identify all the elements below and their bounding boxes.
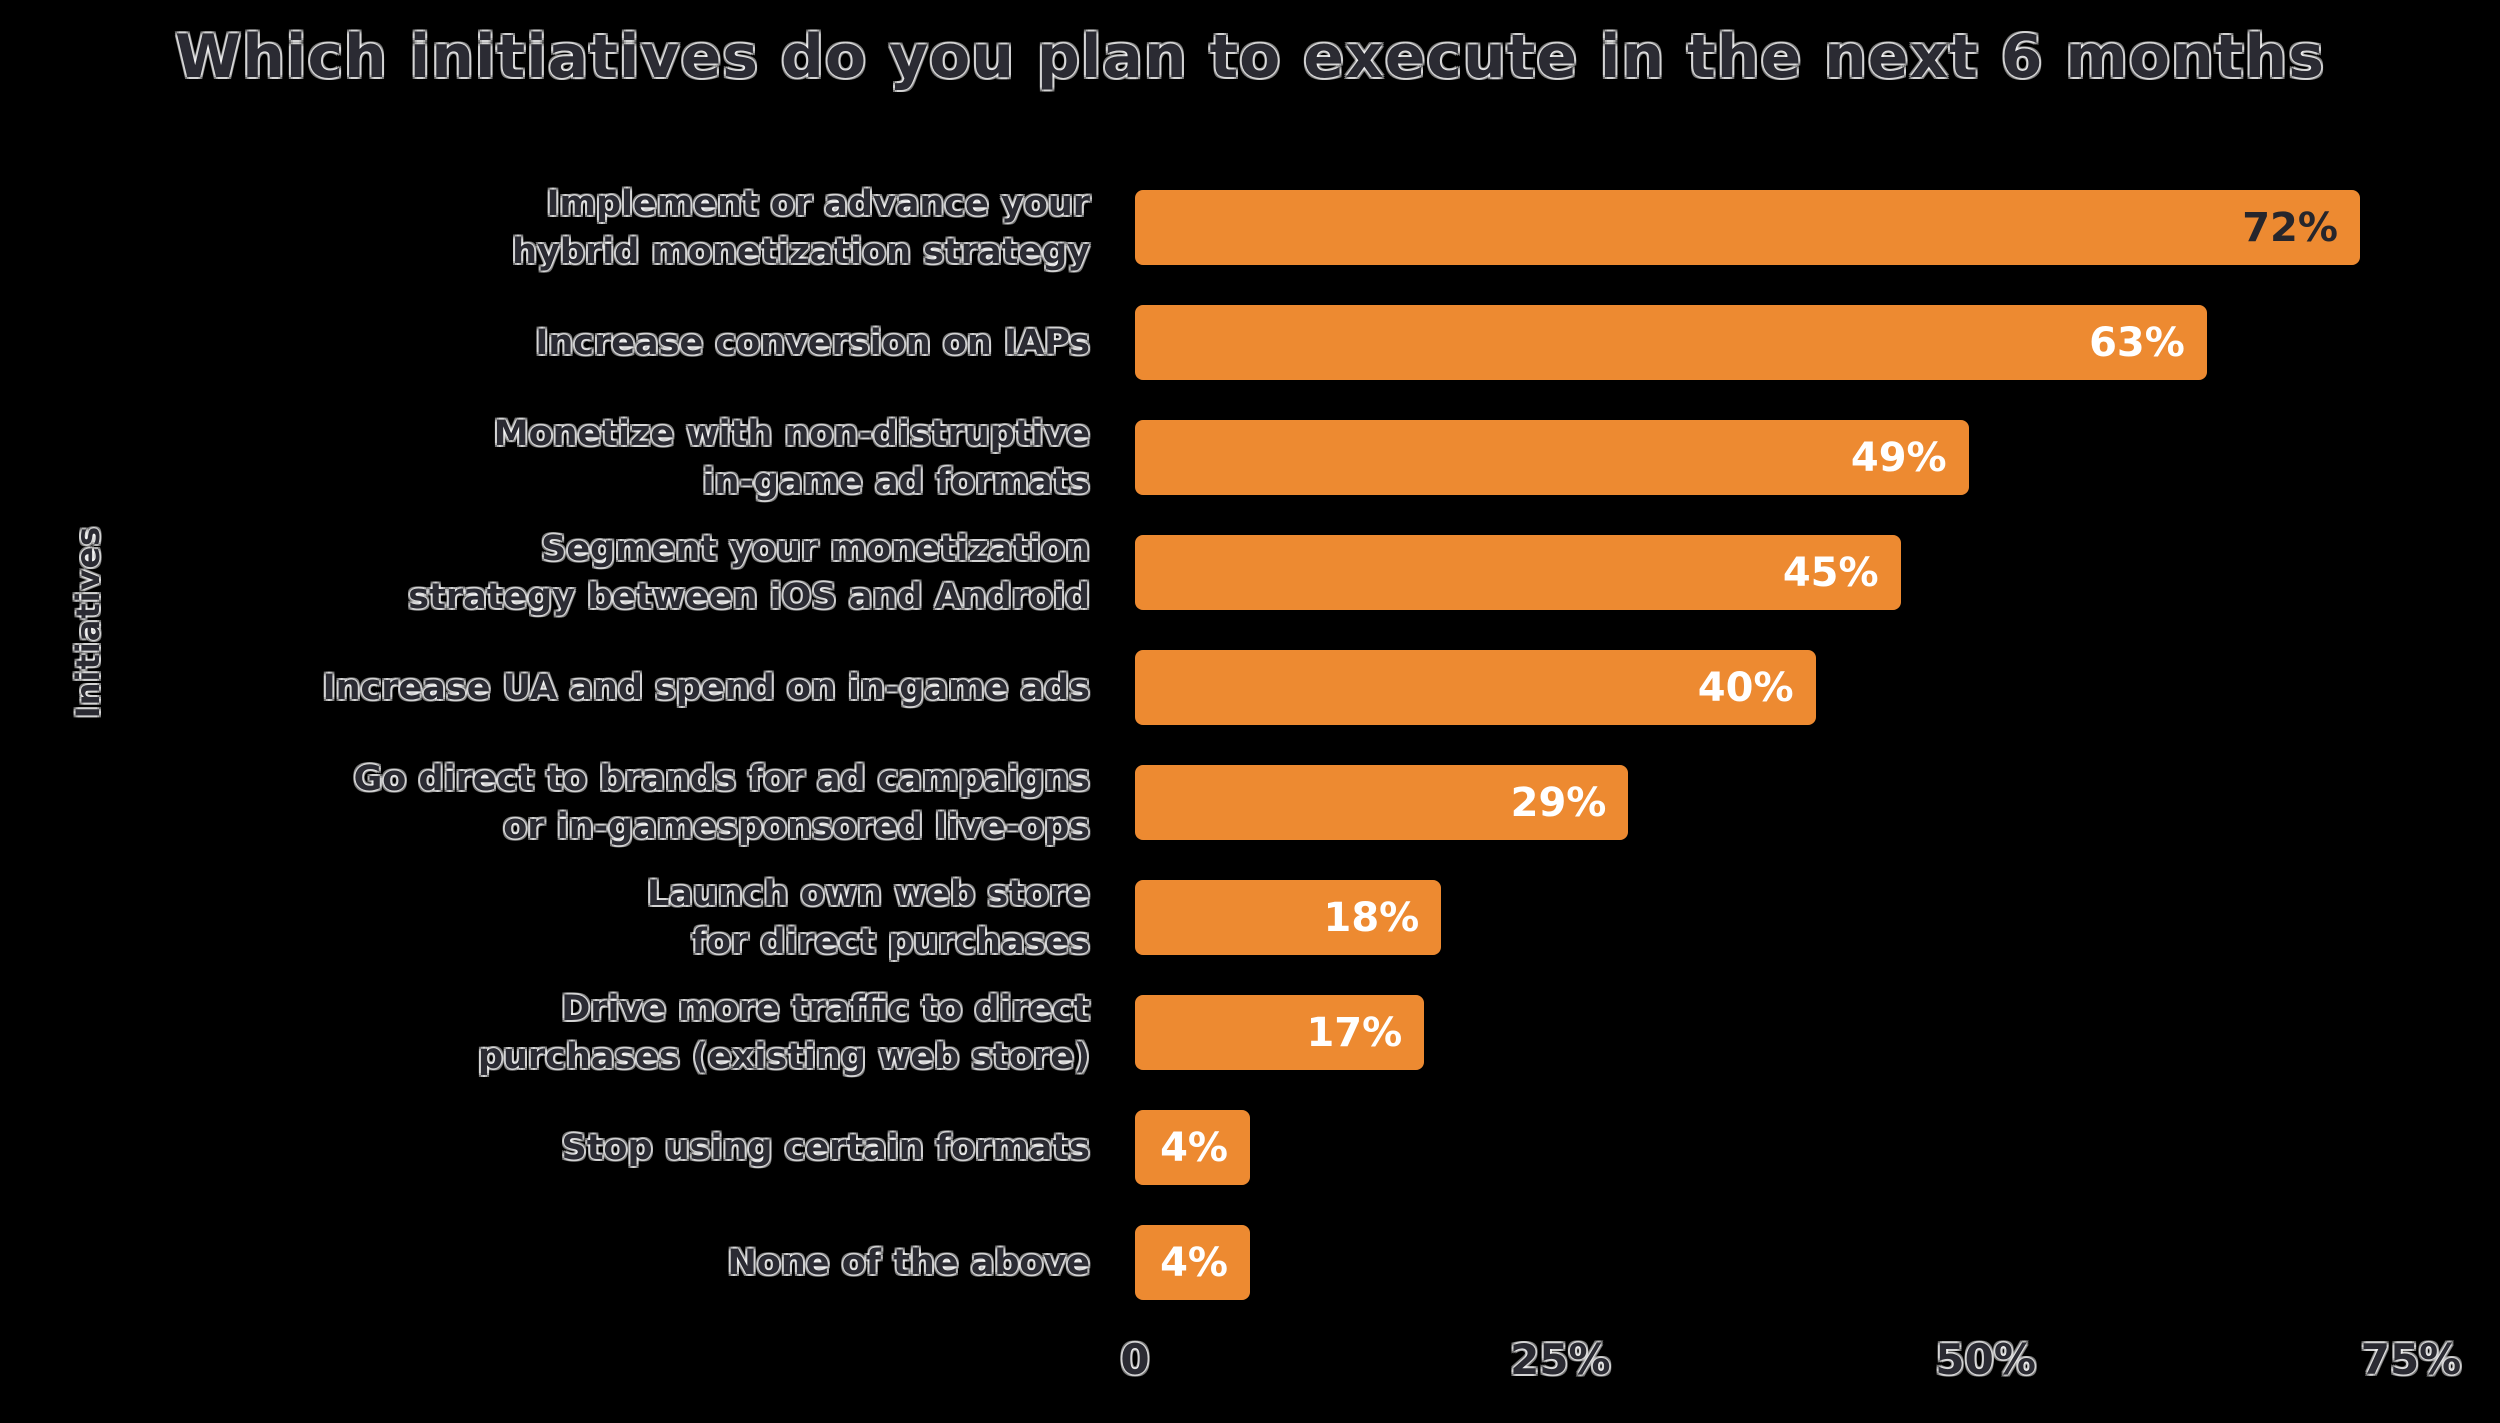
chart-title: Which initiatives do you plan to execute… (175, 22, 2325, 92)
bar: 4% (1135, 1225, 1250, 1300)
bar-row: Monetize with non-distruptive in-game ad … (0, 414, 2411, 502)
value-label: 49% (1850, 434, 1947, 481)
value-label: 17% (1306, 1009, 1403, 1056)
bar-track: 17% (1135, 995, 2411, 1070)
category-label: Go direct to brands for ad campaigns or i… (353, 758, 1090, 847)
category-label: Stop using certain formats (561, 1127, 1090, 1168)
bar-track: 4% (1135, 1225, 2411, 1300)
bar-row: Segment your monetization strategy betwee… (0, 529, 2411, 617)
bar-row: Implement or advance your hybrid monetiza… (0, 184, 2411, 272)
bar: 72% (1135, 190, 2360, 265)
bar: 4% (1135, 1110, 1250, 1185)
x-tick-label: 0 (1120, 1335, 1150, 1384)
category-label: Implement or advance your hybrid monetiza… (512, 183, 1090, 272)
value-label: 45% (1782, 549, 1879, 596)
category-label: Increase UA and spend on in-game ads (322, 667, 1090, 708)
value-label: 63% (2089, 319, 2185, 366)
value-label: 40% (1697, 664, 1794, 711)
bar-track: 40% (1135, 650, 2411, 725)
bar: 45% (1135, 535, 1901, 610)
category-label: Drive more traffic to direct purchases (e… (477, 988, 1090, 1077)
bar-track: 29% (1135, 765, 2411, 840)
value-label: 4% (1160, 1239, 1228, 1286)
value-label: 18% (1323, 894, 1420, 941)
bar-rows: Implement or advance your hybrid monetiza… (0, 184, 2411, 1300)
x-tick-label: 25% (1510, 1335, 1611, 1384)
category-label: Launch own web store for direct purchases (646, 873, 1090, 962)
category-label: Monetize with non-distruptive in-game ad … (493, 413, 1090, 502)
category-label: None of the above (727, 1242, 1090, 1283)
bar: 18% (1135, 880, 1442, 955)
category-label: Segment your monetization strategy betwee… (408, 528, 1090, 617)
x-axis: 0 25% 50% 75% (1120, 1335, 2461, 1395)
bar: 49% (1135, 420, 1969, 495)
bar-track: 63% (1135, 305, 2411, 380)
bar-track: 45% (1135, 535, 2411, 610)
bar-row: Increase conversion on IAPs 63% (0, 305, 2411, 380)
value-label: 4% (1160, 1124, 1228, 1171)
x-tick-label: 75% (2360, 1335, 2462, 1384)
x-tick-label: 50% (1935, 1335, 2036, 1384)
bar-row: None of the above 4% (0, 1225, 2411, 1300)
bar: 17% (1135, 995, 1425, 1070)
bar-row: Go direct to brands for ad campaigns or i… (0, 759, 2411, 847)
value-label: 72% (2242, 204, 2338, 251)
bar-track: 72% (1135, 190, 2411, 265)
bar-track: 49% (1135, 420, 2411, 495)
bar-row: Stop using certain formats 4% (0, 1110, 2411, 1185)
bar-row: Increase UA and spend on in-game ads 40% (0, 650, 2411, 725)
bar: 40% (1135, 650, 1816, 725)
bar-track: 18% (1135, 880, 2411, 955)
bar-track: 4% (1135, 1110, 2411, 1185)
bar-row: Launch own web store for direct purchases… (0, 874, 2411, 962)
bar: 29% (1135, 765, 1629, 840)
bar: 63% (1135, 305, 2207, 380)
category-label: Increase conversion on IAPs (535, 322, 1090, 363)
bar-row: Drive more traffic to direct purchases (e… (0, 989, 2411, 1077)
value-label: 29% (1510, 779, 1607, 826)
